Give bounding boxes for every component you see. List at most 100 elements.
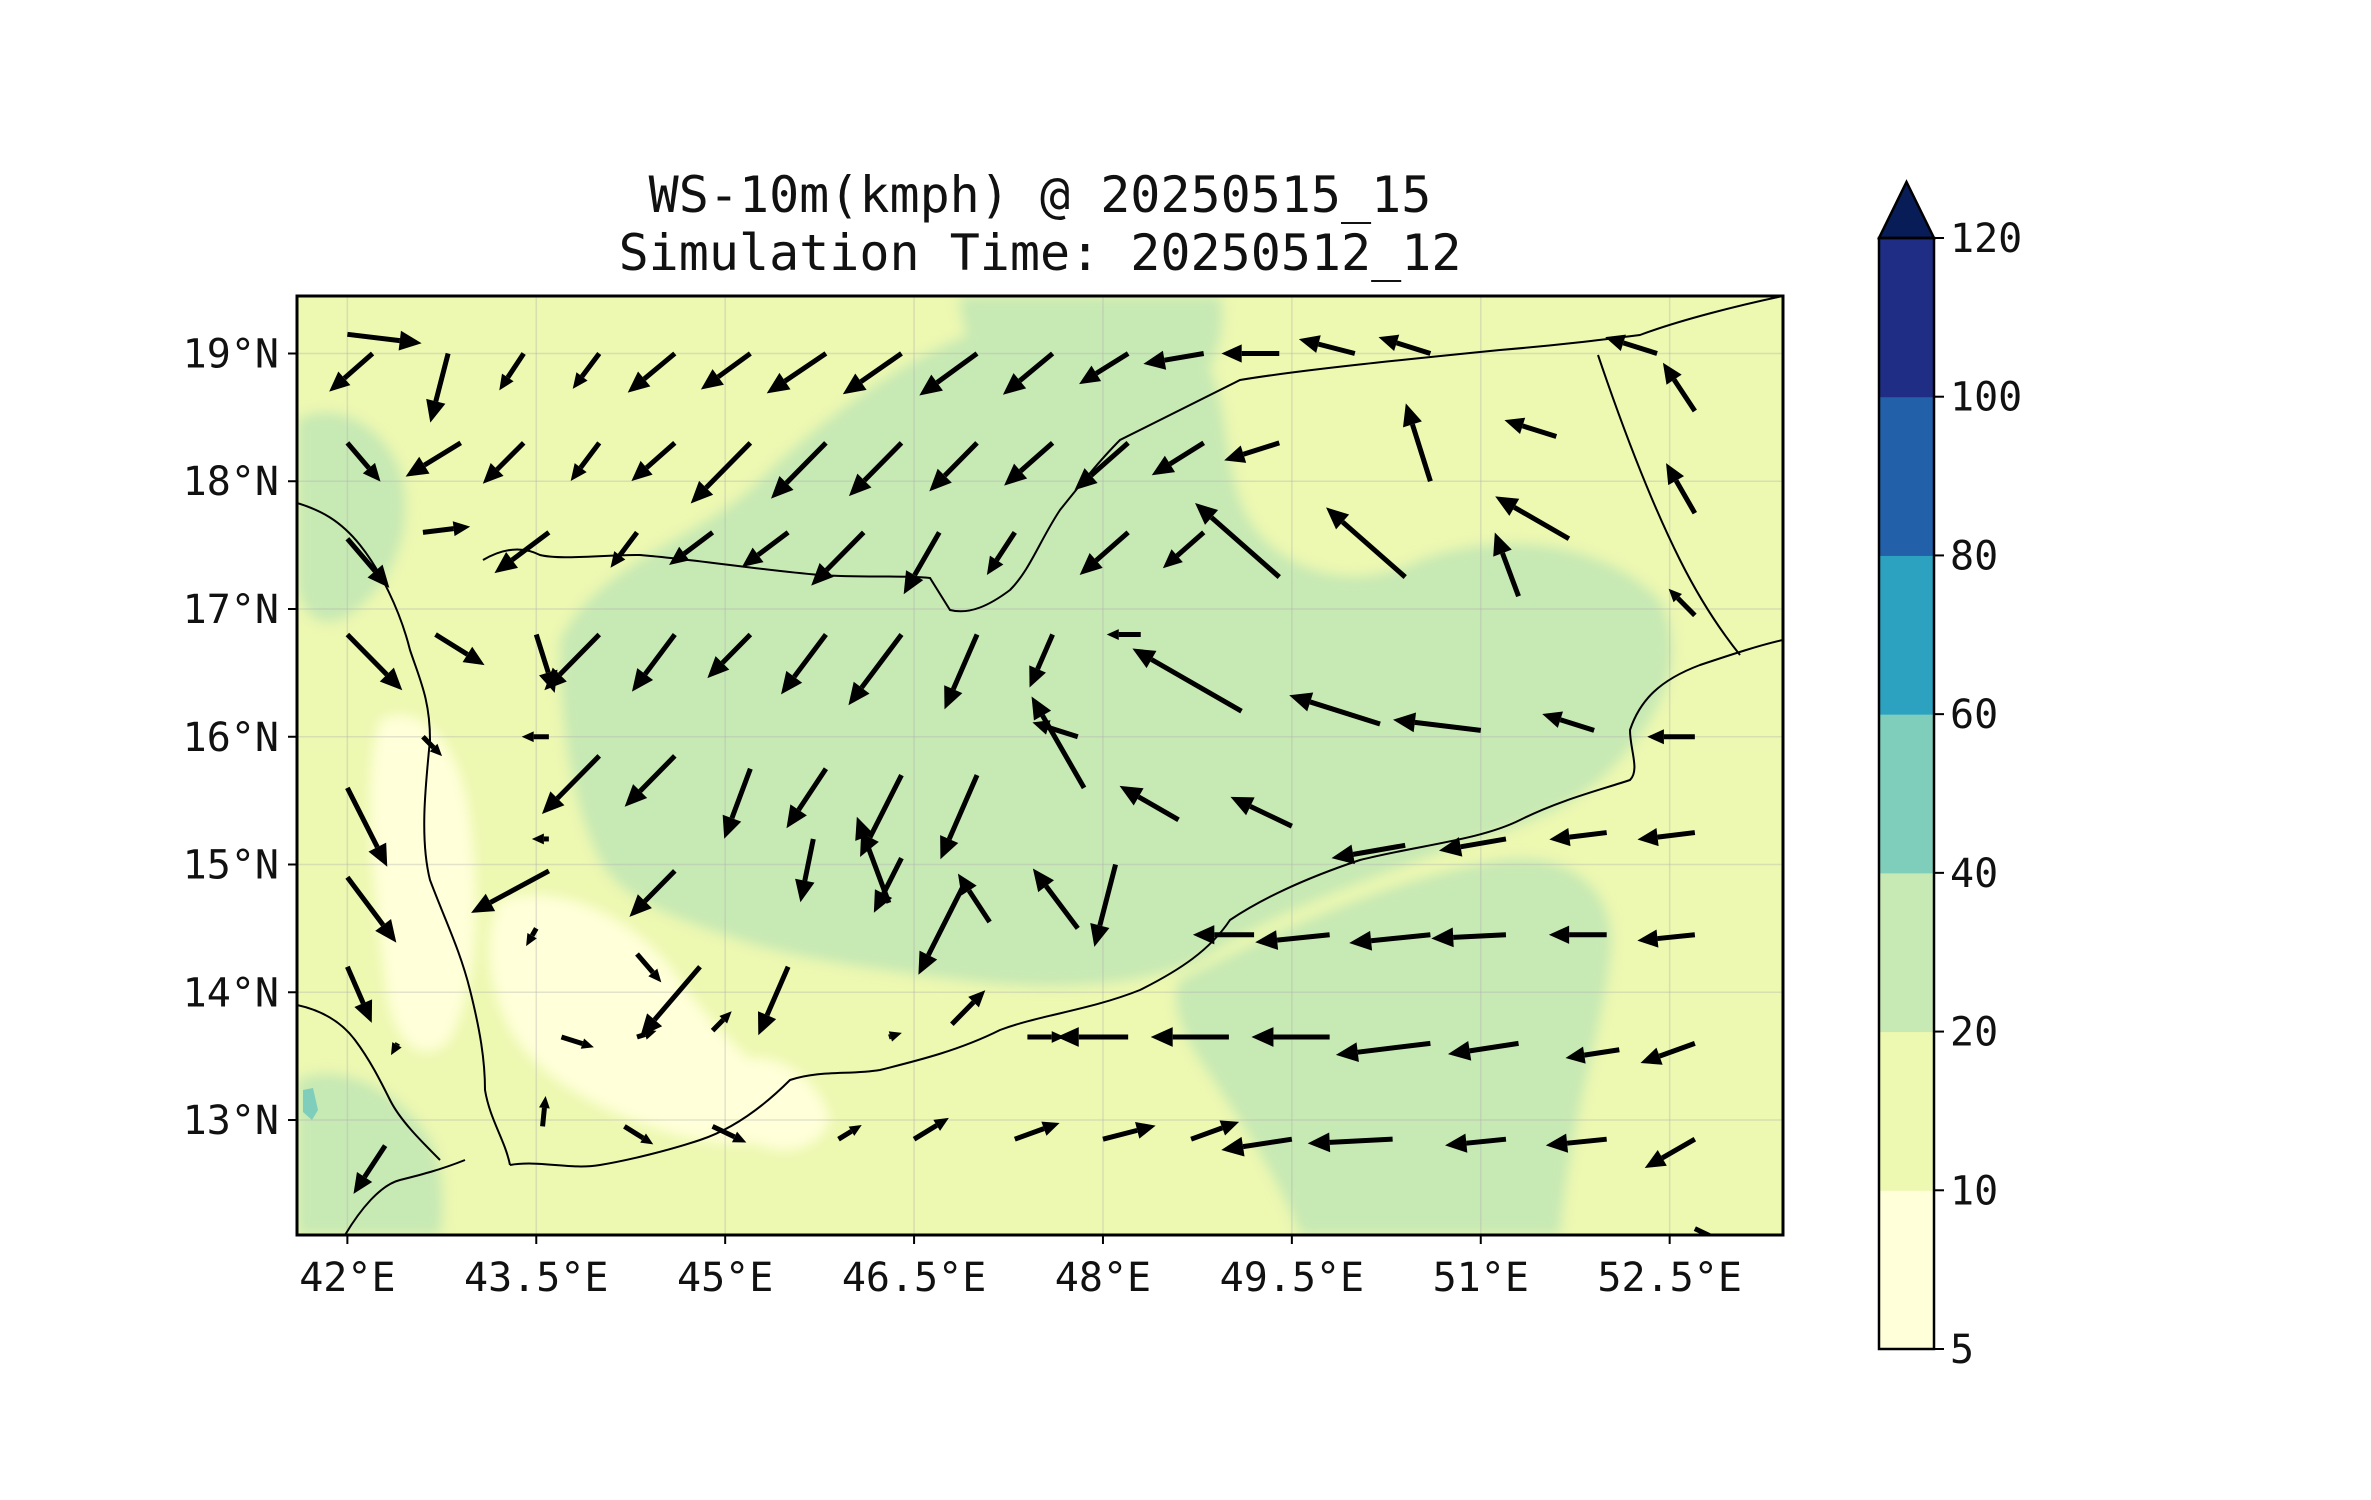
wind-vector-1: [329, 351, 375, 392]
wind-vector-61: [1132, 648, 1243, 714]
wind-vector-head: [354, 999, 373, 1023]
wind-vector-shaft: [421, 734, 436, 750]
wind-vector-shaft: [1150, 657, 1243, 714]
wind-vector-head: [1640, 1047, 1663, 1065]
wind-vector-head: [499, 373, 514, 391]
wind-vector-shaft: [1469, 1040, 1519, 1054]
wind-vector-shaft: [1521, 423, 1558, 439]
wind-vector-93: [1090, 863, 1118, 947]
wind-vector-21: [570, 441, 602, 481]
wind-vector-shaft: [560, 1034, 584, 1046]
contour-region-central: [560, 311, 1672, 986]
wind-vector-shaft: [345, 786, 380, 849]
wind-vector-shaft: [1569, 830, 1607, 840]
wind-vector-shaft: [935, 351, 979, 385]
colorbar-label-1: 10: [1950, 1168, 1998, 1214]
wind-vector-30: [1224, 440, 1281, 463]
wind-vector-shaft: [1276, 932, 1330, 943]
wind-vector-head: [842, 373, 867, 395]
wind-vector-shaft: [1513, 505, 1571, 541]
wind-vector-head: [903, 570, 924, 595]
colorbar: 5 10 20 40 60 80 100 120: [1876, 179, 2022, 1373]
wind-vector-50: [345, 632, 403, 691]
wind-vector-head: [1393, 712, 1417, 733]
wind-vector-25: [848, 441, 904, 497]
wind-vector-shaft: [720, 632, 753, 665]
wind-vector-head: [848, 473, 872, 497]
colorbar-segment-4: [1879, 555, 1934, 715]
wind-vector-90: [918, 882, 967, 975]
wind-vector-head: [452, 521, 471, 537]
wind-vector-115: [560, 1034, 594, 1049]
wind-vector-87: [795, 838, 816, 903]
wind-vector-shaft: [711, 1124, 736, 1140]
wind-vector-head: [570, 463, 587, 481]
wind-vector-125: [1102, 1122, 1156, 1142]
lon-tick-label-7: 52.5°E: [1597, 1255, 1742, 1301]
wind-vector-head: [786, 804, 807, 829]
wind-vector-head: [940, 835, 959, 860]
wind-vector-shaft: [540, 1107, 547, 1127]
wind-vector-head: [1504, 417, 1526, 435]
wind-vector-head: [1445, 1133, 1468, 1153]
wind-vector-39: [741, 530, 790, 568]
wind-vector-head: [526, 932, 537, 947]
wind-vector-head: [494, 552, 519, 574]
wind-vector-69: [541, 754, 602, 815]
wind-vector-shaft: [533, 633, 551, 674]
wind-vector-28: [1074, 441, 1130, 491]
wind-vector-32: [1504, 417, 1558, 439]
wind-vector-head: [1255, 930, 1279, 950]
wind-vector-shaft: [784, 441, 828, 485]
wind-vector-head: [631, 460, 653, 482]
wind-vector-17: [1662, 362, 1697, 413]
wind-vector-shaft: [1317, 341, 1356, 356]
title-line-2: Simulation Time: 20250512_12: [619, 224, 1462, 282]
title-line-1: WS-10m(kmph) @ 20250515_15: [649, 166, 1432, 224]
wind-vector-shaft: [1661, 1137, 1697, 1161]
wind-vector-head: [795, 878, 815, 903]
wind-vector-head: [873, 889, 893, 913]
wind-vector-shaft: [555, 754, 602, 801]
coastline-africa-horn: [344, 1159, 466, 1235]
wind-vector-head: [918, 950, 938, 975]
wind-vector-head: [888, 1031, 902, 1042]
wind-vector-shaft: [643, 869, 677, 903]
wind-vector-shaft: [1352, 842, 1406, 857]
wind-vector-112: [1565, 1046, 1620, 1064]
wind-vector-shaft: [1657, 830, 1696, 840]
wind-vector-105: [950, 990, 986, 1026]
wind-vector-shaft: [510, 530, 551, 562]
wind-vector-shaft: [1018, 441, 1055, 473]
wind-vector-shaft: [1693, 1226, 1715, 1235]
wind-vector-head: [643, 1029, 657, 1040]
wind-vector-62: [1289, 692, 1381, 727]
lon-tick-label-6: 51°E: [1433, 1255, 1529, 1301]
wind-vector-head: [1195, 502, 1219, 525]
border-saudi-yemen: [482, 296, 1783, 613]
wind-vector-3: [499, 352, 526, 391]
wind-vector-shaft: [578, 441, 602, 470]
wind-vector-head: [986, 555, 1004, 576]
wind-vector-head: [669, 546, 690, 565]
wind-vector-107: [1056, 1027, 1129, 1047]
wind-vector-head: [353, 1172, 373, 1194]
wind-vector-130: [1545, 1133, 1607, 1153]
wind-vector-shaft: [1658, 1041, 1696, 1059]
wind-vector-shaft: [994, 530, 1017, 562]
wind-vector-head: [741, 547, 764, 568]
wind-vector-14: [1298, 335, 1356, 356]
wind-vector-133: [1693, 1226, 1715, 1235]
wind-vector-shaft: [1453, 932, 1507, 940]
wind-vector-shaft: [867, 773, 904, 839]
wind-vector-shaft: [1102, 1127, 1138, 1142]
wind-vector-48: [1495, 496, 1571, 541]
wind-vector-head: [1132, 648, 1157, 669]
wind-vector-31: [1403, 403, 1433, 482]
wind-vector-shaft: [433, 352, 451, 402]
wind-vector-shaft: [1168, 440, 1206, 467]
wind-vector-head: [648, 968, 662, 983]
wind-vector-76: [1031, 696, 1087, 790]
wind-vector-111: [1447, 1040, 1519, 1061]
wind-vector-head: [1493, 532, 1512, 557]
